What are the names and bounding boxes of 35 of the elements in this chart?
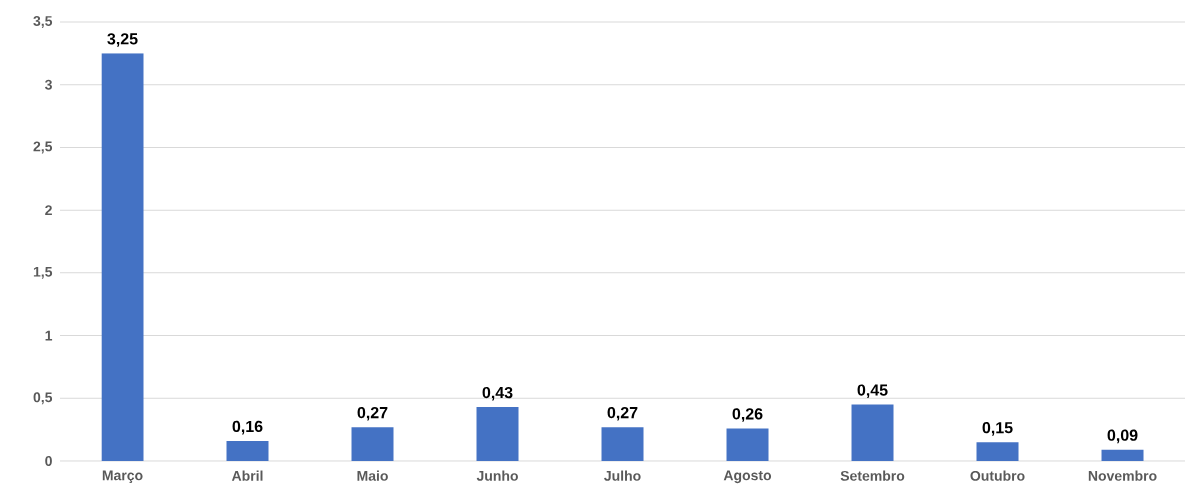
bar: [476, 407, 519, 461]
x-tick-label: Agosto: [723, 470, 772, 484]
y-tick-label: 0,5: [33, 392, 53, 405]
y-tick-label: 1: [45, 330, 53, 341]
bar: [1101, 449, 1144, 461]
x-tick-label: Março: [102, 470, 143, 484]
bar: [726, 428, 769, 461]
x-tick-label: Setembro: [840, 470, 905, 481]
x-tick-label: Maio: [357, 470, 388, 481]
bar: [101, 53, 144, 461]
x-tick-label: Novembro: [1088, 470, 1157, 481]
data-label: 0,43: [482, 386, 513, 401]
bar: [976, 442, 1019, 461]
data-label: 0,26: [732, 408, 763, 422]
data-label: 0,27: [607, 406, 638, 421]
y-tick-label: 1,5: [33, 266, 53, 279]
y-tick-label: 2: [45, 205, 52, 216]
data-label: 0,16: [232, 420, 263, 435]
data-label: 0,09: [1107, 429, 1138, 444]
data-label: 0,45: [857, 384, 888, 399]
bar: [351, 427, 394, 461]
y-tick-label: 2,5: [33, 141, 53, 154]
x-tick-label: Abril: [231, 470, 263, 481]
x-tick-label: Junho: [476, 470, 518, 481]
x-tick-label: Julho: [604, 470, 641, 481]
bar: [601, 427, 644, 461]
data-label: 0,15: [982, 422, 1013, 436]
y-tick-label: 0: [45, 456, 52, 466]
x-tick-label: Outubro: [970, 470, 1025, 481]
bar: [851, 404, 894, 461]
data-label: 3,25: [107, 33, 138, 47]
y-tick-label: 3,5: [33, 16, 53, 28]
data-label: 0,27: [357, 406, 388, 421]
bar: [226, 440, 269, 461]
y-tick-label: 3: [45, 79, 52, 90]
